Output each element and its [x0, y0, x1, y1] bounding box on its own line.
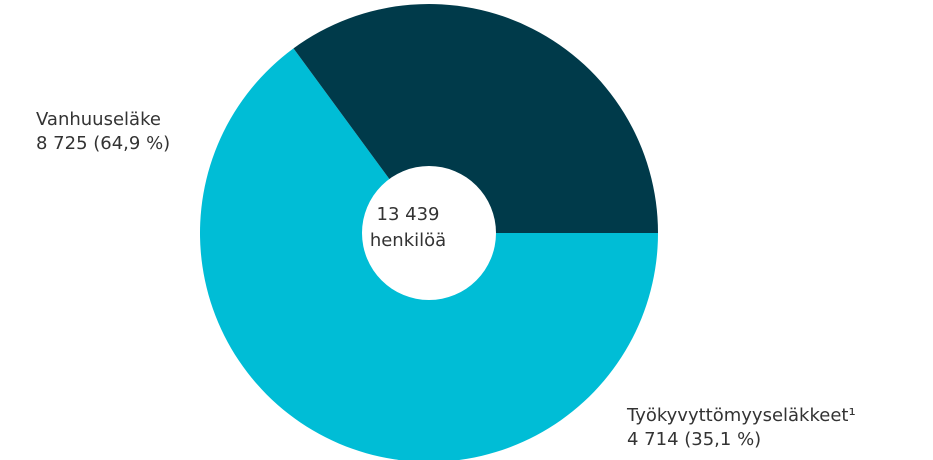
donut-hole	[362, 166, 496, 300]
total-value: 13 439	[376, 204, 440, 225]
label-vanhuuselake-value: 8 725 (64,9 %)	[36, 133, 171, 154]
label-vanhuuselake: Vanhuuseläke 8 725 (64,9 %)	[36, 108, 170, 156]
donut-center-total: 13 439 henkilöä	[349, 202, 467, 254]
label-tyokyvyttomyyselakkeet-name: Työkyvyttömyyseläkkeet¹	[627, 405, 856, 426]
label-tyokyvyttomyyselakkeet: Työkyvyttömyyseläkkeet¹ 4 714 (35,1 %)	[627, 404, 856, 452]
total-unit: henkilöä	[369, 230, 447, 251]
label-vanhuuselake-name: Vanhuuseläke	[36, 109, 161, 130]
label-tyokyvyttomyyselakkeet-value: 4 714 (35,1 %)	[627, 429, 762, 450]
slice-1	[293, 3, 658, 234]
